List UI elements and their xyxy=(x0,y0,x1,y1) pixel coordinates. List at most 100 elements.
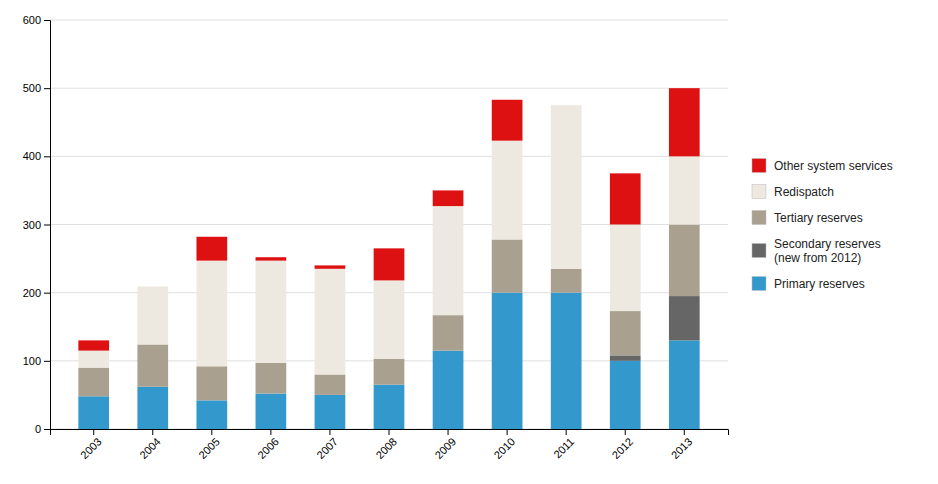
legend: Other system services Redispatch Tertiary … xyxy=(752,159,893,291)
bar xyxy=(551,269,582,293)
bar xyxy=(551,105,582,106)
y-tick-mark xyxy=(44,429,50,430)
legend-item: Other system services xyxy=(752,159,893,173)
legend-swatch xyxy=(752,159,766,173)
legend-item: Tertiary reserves xyxy=(752,211,863,225)
bar xyxy=(669,156,700,224)
chart: 0100200300400500600200320042005200620072… xyxy=(0,0,938,484)
y-tick: 500 xyxy=(23,82,50,94)
bar xyxy=(492,100,523,141)
bar xyxy=(196,366,227,400)
legend-item: Redispatch xyxy=(752,185,834,199)
x-tick-label: 2013 xyxy=(669,435,695,461)
x-tick-mark xyxy=(152,429,153,435)
y-tick: 300 xyxy=(23,219,50,231)
legend-item: Secondary reserves(new from 2012) xyxy=(752,237,881,265)
bar xyxy=(315,269,346,375)
bar xyxy=(137,287,168,345)
y-axis: 0100200300400500600 xyxy=(23,14,51,435)
y-tick-label: 300 xyxy=(23,219,41,231)
y-tick: 400 xyxy=(23,150,50,162)
x-tick: 2010 xyxy=(491,429,517,461)
x-tick-label: 2012 xyxy=(610,435,636,461)
legend-label: Redispatch xyxy=(774,185,834,199)
y-tick-mark xyxy=(44,293,50,294)
series xyxy=(78,88,699,350)
bar xyxy=(256,261,287,363)
x-tick: 2008 xyxy=(373,429,399,461)
bar xyxy=(669,88,700,156)
bar xyxy=(196,261,227,367)
bar xyxy=(433,351,464,429)
bar xyxy=(315,374,346,394)
bar xyxy=(610,355,641,360)
bar xyxy=(374,280,405,358)
bar xyxy=(669,340,700,429)
bar xyxy=(551,293,582,429)
bar xyxy=(78,368,109,397)
x-tick-mark xyxy=(389,429,390,435)
y-tick-label: 0 xyxy=(35,423,41,435)
bar xyxy=(551,105,582,269)
x-tick: 2006 xyxy=(255,429,281,461)
y-tick-mark xyxy=(44,156,50,157)
x-tick: 2005 xyxy=(196,429,222,461)
bars xyxy=(78,88,699,429)
x-tick-label: 2011 xyxy=(551,435,576,460)
x-tick: 2013 xyxy=(669,429,695,461)
bar xyxy=(492,239,523,292)
bar xyxy=(374,359,405,385)
y-tick-mark xyxy=(44,20,50,21)
x-tick: 2009 xyxy=(432,429,458,461)
x-tick-mark xyxy=(211,429,212,435)
x-tick-mark xyxy=(270,429,271,435)
series xyxy=(78,225,699,401)
legend-swatch xyxy=(752,277,766,291)
y-tick: 600 xyxy=(23,14,50,26)
y-tick-label: 200 xyxy=(23,287,41,299)
grid-line xyxy=(50,20,728,21)
bar xyxy=(78,396,109,429)
legend-swatch xyxy=(752,211,766,225)
bar xyxy=(256,257,287,260)
legend-swatch xyxy=(752,185,766,199)
bar xyxy=(374,248,405,280)
bar xyxy=(137,286,168,287)
bar xyxy=(433,315,464,350)
bar xyxy=(196,237,227,261)
bar xyxy=(433,206,464,315)
y-tick: 200 xyxy=(23,287,50,299)
bar xyxy=(610,311,641,355)
x-tick-mark xyxy=(507,429,508,435)
x-tick-label: 2004 xyxy=(137,435,163,461)
x-tick-mark xyxy=(329,429,330,435)
x-tick-mark xyxy=(566,429,567,435)
x-tick-label: 2003 xyxy=(78,435,104,461)
y-axis-line xyxy=(44,21,51,430)
bar xyxy=(669,225,700,297)
bar xyxy=(256,394,287,429)
y-tick-label: 500 xyxy=(23,82,41,94)
grid-line xyxy=(50,156,728,157)
y-tick-label: 400 xyxy=(23,150,41,162)
bar xyxy=(492,141,523,240)
x-tick: 2003 xyxy=(78,429,104,461)
bar xyxy=(137,387,168,429)
bar xyxy=(315,265,346,268)
y-tick: 0 xyxy=(35,423,50,435)
x-tick-mark xyxy=(625,429,626,435)
x-tick: 2004 xyxy=(137,429,163,461)
bar xyxy=(610,361,641,429)
bar xyxy=(137,344,168,386)
x-tick-mark xyxy=(448,429,449,435)
legend-item: Primary reserves xyxy=(752,277,865,291)
x-tick-label: 2010 xyxy=(491,435,517,461)
x-tick-mark xyxy=(93,429,94,435)
legend-label: Other system services xyxy=(774,159,893,173)
grid-line xyxy=(50,88,728,89)
legend-swatch xyxy=(752,244,766,258)
x-axis: 2003200420052006200720082009201020112012… xyxy=(51,429,729,461)
legend-label: Secondary reserves(new from 2012) xyxy=(774,237,881,265)
x-tick-label: 2009 xyxy=(432,435,458,461)
y-tick-mark xyxy=(44,225,50,226)
